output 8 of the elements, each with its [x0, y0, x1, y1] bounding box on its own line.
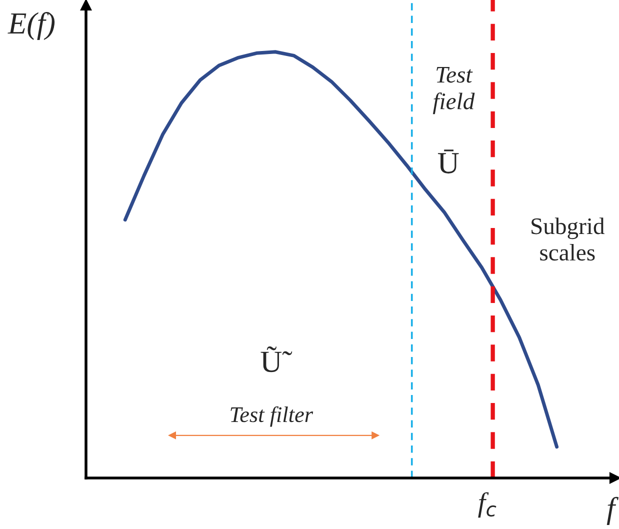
text: f$_{c}$ [478, 492, 496, 518]
annotation: Subgrid scales [532, 218, 604, 261]
x-axis-title: f [606, 496, 619, 525]
annotation: Test filter [230, 406, 314, 427]
annotation: Ū [438, 150, 459, 174]
y-axis-title: E(f) [8, 12, 55, 40]
annotation: Ũ̃ [260, 346, 292, 372]
annotation: Test field [432, 67, 475, 114]
